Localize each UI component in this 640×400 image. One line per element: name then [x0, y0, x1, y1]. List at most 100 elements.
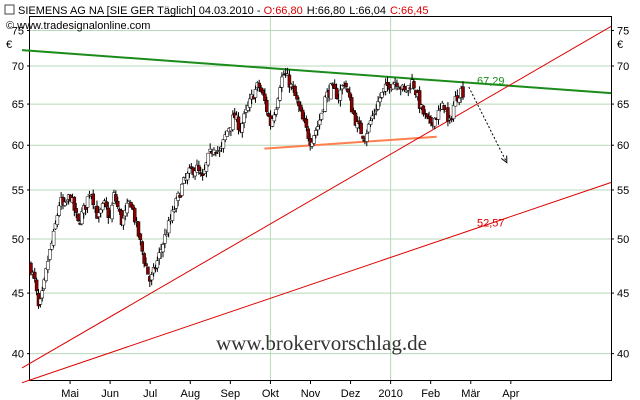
candle-body — [421, 105, 426, 115]
candle-body — [217, 150, 222, 152]
resistance-line — [21, 49, 612, 95]
x-tick-label: Nov — [301, 388, 321, 400]
candle-body — [253, 89, 258, 98]
y-tick-label-right: 45 — [617, 288, 629, 300]
chart-header: SIEMENS AG NA [SIE GER Täglich] 04.03.20… — [18, 5, 428, 17]
y-tick-label-left: 45 — [12, 288, 24, 300]
annotation-label: 67,29 — [477, 76, 505, 88]
candle-body — [274, 109, 278, 115]
candle-body — [200, 173, 205, 177]
candle-body — [329, 83, 333, 100]
candle-body — [265, 100, 269, 112]
y-tick-label-left: 65 — [12, 99, 24, 111]
candle-body — [57, 205, 61, 216]
candle-body — [412, 81, 416, 89]
x-tick-label: Sep — [221, 388, 241, 400]
trend-lower-line — [21, 182, 612, 384]
candle-body — [193, 170, 197, 177]
candle-body — [263, 93, 267, 102]
candle-body — [138, 233, 143, 240]
ohlc-open: O:66,80 — [264, 5, 303, 17]
candle-body — [240, 123, 245, 133]
candle-body — [180, 183, 184, 196]
candle-body — [242, 113, 246, 123]
candle-body — [276, 98, 280, 108]
candle-body — [261, 89, 265, 95]
candle-body — [429, 117, 433, 124]
candle-body — [370, 115, 375, 120]
candle-body — [306, 128, 311, 139]
plot-frame — [29, 16, 612, 381]
trend-lines — [21, 25, 612, 384]
candle-body — [161, 244, 165, 253]
candle-body — [198, 172, 203, 175]
candle-body — [312, 135, 316, 144]
candle-body — [402, 85, 407, 91]
candle-body — [366, 123, 371, 133]
candle-body — [170, 209, 175, 221]
chart-title: SIEMENS AG NA [SIE GER Täglich] 04.03.20… — [18, 5, 264, 17]
candle-body — [144, 263, 148, 267]
y-axis-ticks: 40 40 45 45 50 50 55 55 60 60 65 65 70 70 75 75 — [12, 26, 630, 361]
candle-body — [395, 82, 399, 87]
candle-body — [65, 201, 69, 204]
y-tick-label-right: 75 — [617, 26, 629, 38]
candle-body — [163, 234, 167, 244]
candle-body — [315, 126, 320, 131]
candle-body — [55, 215, 60, 225]
candle-body — [127, 199, 131, 202]
candle-body — [185, 173, 190, 181]
candle-body — [231, 114, 235, 130]
candle-body — [349, 97, 354, 113]
candle-body — [348, 92, 352, 98]
y-tick-label-right: 70 — [617, 61, 629, 73]
candle-body — [300, 109, 305, 120]
y-tick-label-right: 50 — [617, 234, 629, 246]
x-tick-label: Dez — [341, 388, 361, 400]
candle-body — [380, 91, 384, 98]
candle-body — [387, 84, 392, 90]
candle-body — [298, 104, 303, 111]
trend-upper-line — [21, 25, 612, 369]
candle-body — [76, 213, 80, 221]
x-tick-label: Apr — [502, 388, 519, 400]
candle-body — [368, 120, 373, 125]
candle-body — [146, 266, 150, 275]
candle-body — [282, 74, 286, 76]
candle-body — [272, 114, 277, 122]
x-tick-label: 2010 — [378, 388, 402, 400]
candle-body — [391, 83, 395, 90]
candle-body — [46, 261, 50, 270]
y-tick-label-left: 70 — [12, 61, 24, 73]
x-tick-label: Jun — [101, 388, 119, 400]
candle-body — [436, 110, 441, 120]
candle-body — [417, 90, 422, 109]
candle-body — [74, 208, 78, 213]
candle-body — [372, 113, 377, 115]
candle-body — [197, 165, 201, 171]
candle-body — [125, 202, 129, 214]
candle-body — [91, 193, 95, 206]
currency-left: € — [6, 39, 12, 51]
candle-body — [319, 112, 324, 120]
candle-body — [140, 241, 145, 252]
candle-body — [248, 98, 252, 108]
candle-body — [114, 194, 118, 202]
candle-body — [457, 97, 461, 103]
watermark: www.brokervorschlag.de — [216, 331, 427, 355]
candle-body — [278, 87, 282, 101]
header-checkbox[interactable] — [4, 4, 15, 15]
candle-body — [461, 86, 465, 98]
candle-body — [44, 268, 48, 281]
y-tick-label-right: 60 — [617, 140, 629, 152]
candle-body — [304, 118, 309, 128]
candle-body — [280, 76, 284, 88]
candle-body — [432, 117, 437, 127]
candle-body — [208, 148, 212, 152]
candle-body — [206, 152, 211, 166]
candle-body — [166, 220, 171, 234]
candle-body — [100, 203, 105, 211]
candle-body — [223, 134, 228, 141]
candle-body — [119, 210, 124, 225]
